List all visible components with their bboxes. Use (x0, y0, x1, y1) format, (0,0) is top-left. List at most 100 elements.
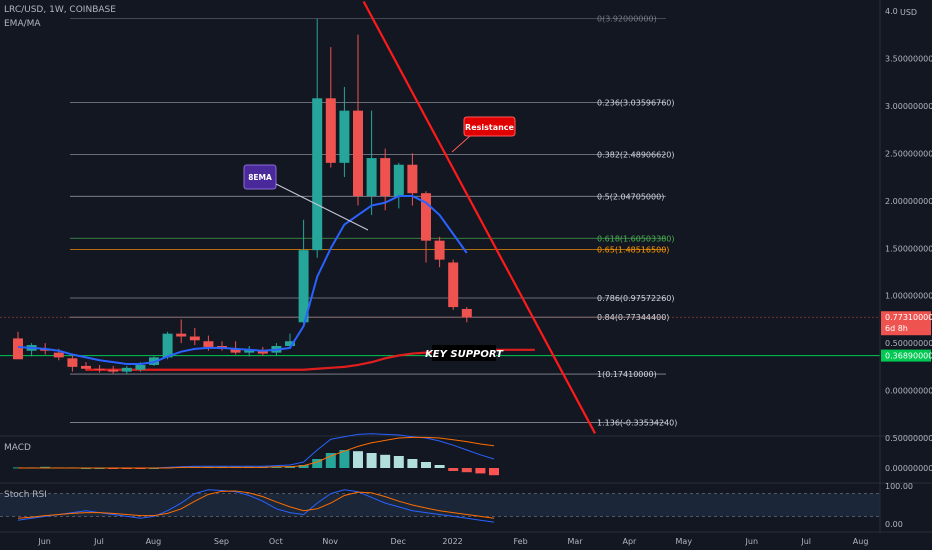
candle-body (121, 367, 132, 372)
candle-body (108, 369, 119, 372)
currency-label: USD (900, 8, 917, 17)
time-tick-label: Mar (567, 537, 583, 546)
signal-line (18, 436, 495, 469)
stoch-tick-label: 0.00 (885, 520, 903, 529)
price-tick-label: 1.50000000 (885, 244, 932, 253)
last-price-tag-bg (881, 311, 931, 336)
candle-body (67, 358, 78, 367)
countdown-tag: 6d 8h (885, 324, 908, 333)
price-axis-bg (880, 0, 932, 550)
fib-label-0.236: 0.236(3.03596760) (597, 98, 675, 107)
price-axis[interactable]: 4.0 3.50000000 3.00000000 2.50000000 2.00000… (879, 0, 932, 550)
annotations: Resistance 8EMA KEY SUPPORT (243, 116, 516, 361)
stoch-rsi-panel: Stoch RSI 100.00 0.00 (0, 482, 932, 529)
time-tick-label: 2022 (442, 537, 462, 546)
candle-body (257, 350, 268, 354)
ema8-line (17, 195, 468, 366)
macd-histogram-bar (448, 468, 459, 471)
time-tick-label: Oct (269, 537, 283, 546)
macd-histogram-bar (40, 466, 51, 468)
macd-histogram-bar (489, 468, 499, 476)
macd-tick-label: 0.50000000 (885, 434, 932, 443)
fib-label-0.382: 0.382(2.48906620) (597, 150, 675, 159)
price-tick-label: 4.0 (885, 7, 898, 16)
fib-label-0.65: 0.65(1.48516500) (597, 246, 669, 255)
candle-body (176, 333, 187, 337)
key-support-label: KEY SUPPORT (425, 349, 504, 360)
candle-body (312, 98, 323, 251)
ema-callout-text: 8EMA (248, 173, 272, 182)
candle-body (434, 240, 445, 260)
candle-body (285, 341, 295, 346)
ema8-path (17, 195, 468, 366)
macd-histogram-bar (421, 462, 431, 468)
macd-histogram-bar (380, 454, 391, 468)
price-tick-label: 3.00000000 (885, 102, 932, 111)
candle-body (81, 365, 91, 369)
candle-body (244, 349, 255, 353)
candle-body (135, 364, 146, 370)
candle-body (407, 164, 418, 194)
time-tick-label: Sep (214, 537, 229, 546)
price-tick-label: 1.00000000 (885, 292, 932, 301)
price-tick-label: 0.00000000 (885, 387, 932, 396)
candle-body (162, 333, 173, 358)
price-tick-label: 3.50000000 (885, 54, 932, 63)
time-tick-label: Aug (853, 537, 869, 546)
fib-label-1: 1(0.17410000) (597, 370, 657, 379)
symbol-title: LRC/USD, 1W, COINBASE (4, 5, 116, 15)
fib-label-0: 0(3.92000000) (597, 15, 657, 24)
macd-label: MACD (4, 443, 31, 453)
indicator-label: EMA/MA (4, 19, 41, 29)
resistance-trendline-path (362, 0, 596, 434)
candle-body (448, 262, 459, 308)
stoch-tick-label: 100.00 (885, 482, 913, 491)
candle-body (366, 158, 377, 197)
time-axis[interactable]: Jun Jul Aug Sep Oct Nov Dec 2022 Feb Mar Apr May Jun… (0, 531, 932, 546)
macd-histogram-bar (475, 468, 486, 474)
resistance-callout-text: Resistance (465, 123, 515, 132)
fib-label-0.5: 0.5(2.04705000) (597, 192, 664, 201)
time-tick-label: Jul (800, 537, 811, 546)
macd-histogram-bar (298, 465, 309, 468)
candle-body (339, 110, 350, 163)
price-tick-label: 2.00000000 (885, 197, 932, 206)
time-tick-label: Apr (622, 537, 637, 546)
macd-histogram-bar (434, 465, 445, 468)
candle-body (298, 250, 309, 323)
price-tick-label: 0.50000000 (885, 339, 932, 348)
candle-body (230, 348, 241, 353)
support-price-tag: 0.36890000 (885, 352, 932, 361)
time-tick-label: Dec (390, 537, 405, 546)
candle-body (13, 338, 23, 360)
candle-body (421, 193, 431, 241)
key-support-label-bg (432, 345, 496, 361)
time-tick-label: Jun (37, 537, 51, 546)
candle-body (325, 98, 336, 163)
macd-histogram-bar (393, 456, 404, 468)
support-price-tag-bg (881, 349, 931, 362)
macd-histogram-bar (312, 459, 323, 468)
candle-body (393, 164, 404, 197)
fib-label-0.618: 0.618(1.60503380) (597, 234, 675, 243)
price-tick-label: 2.50000000 (885, 149, 932, 158)
macd-histogram-bar (461, 468, 472, 473)
fib-label-0.786: 0.786(0.97572260) (597, 294, 675, 303)
ema-callout-pointer (275, 183, 369, 231)
last-price-tag: 0.77310000 (885, 313, 932, 322)
candle-body (203, 341, 214, 347)
macd-histogram-bar (339, 450, 350, 468)
resistance-callout-pointer (451, 135, 471, 153)
fib-label-0.84: 0.84(0.77344400) (597, 313, 669, 322)
candle-body (461, 308, 472, 318)
stoch-band (0, 493, 880, 517)
time-tick-label: Nov (322, 537, 338, 546)
time-tick-label: Jul (93, 537, 104, 546)
time-tick-label: May (676, 537, 693, 546)
candle-body (353, 110, 363, 197)
candle-body (94, 368, 105, 370)
macd-histogram-bar (366, 453, 377, 468)
ema-callout-box (243, 164, 277, 190)
stoch-label: Stoch RSI (4, 490, 47, 500)
